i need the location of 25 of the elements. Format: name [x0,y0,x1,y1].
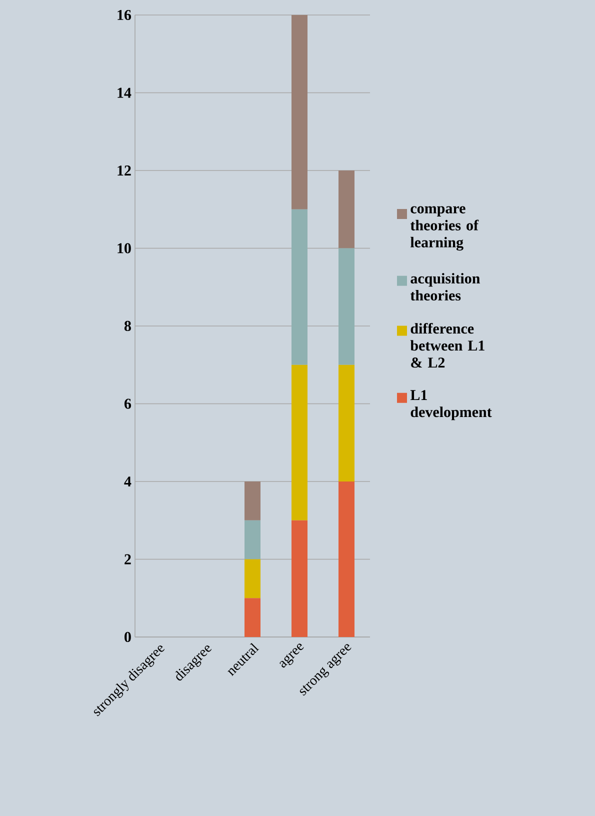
y-tick-label: 6 [124,398,132,409]
bar [338,481,354,637]
legend-label: difference between L1 & L2 [410,322,484,368]
y-tick-label: 2 [124,554,131,564]
y-tick-label: 8 [124,320,131,332]
legend-label: compare theories of learning [410,206,479,251]
legend-label: acquisition theories [410,273,480,301]
bar [338,248,354,365]
bar [338,364,354,482]
bar [244,598,260,637]
y-tick-label: 10 [118,243,131,254]
bar [338,170,354,248]
bar [244,481,260,520]
bar [244,520,260,560]
y-tick-label: 0 [124,632,131,642]
y-tick-label: 12 [118,166,131,176]
bar [292,520,308,637]
y-tick-label: 14 [118,88,132,98]
bar [244,559,260,598]
bar [292,364,308,520]
y-tick-label: 4 [124,476,132,486]
bar [292,14,308,210]
legend-label: L1 development [410,390,492,420]
bar [292,209,308,365]
y-tick-label: 16 [118,10,132,20]
